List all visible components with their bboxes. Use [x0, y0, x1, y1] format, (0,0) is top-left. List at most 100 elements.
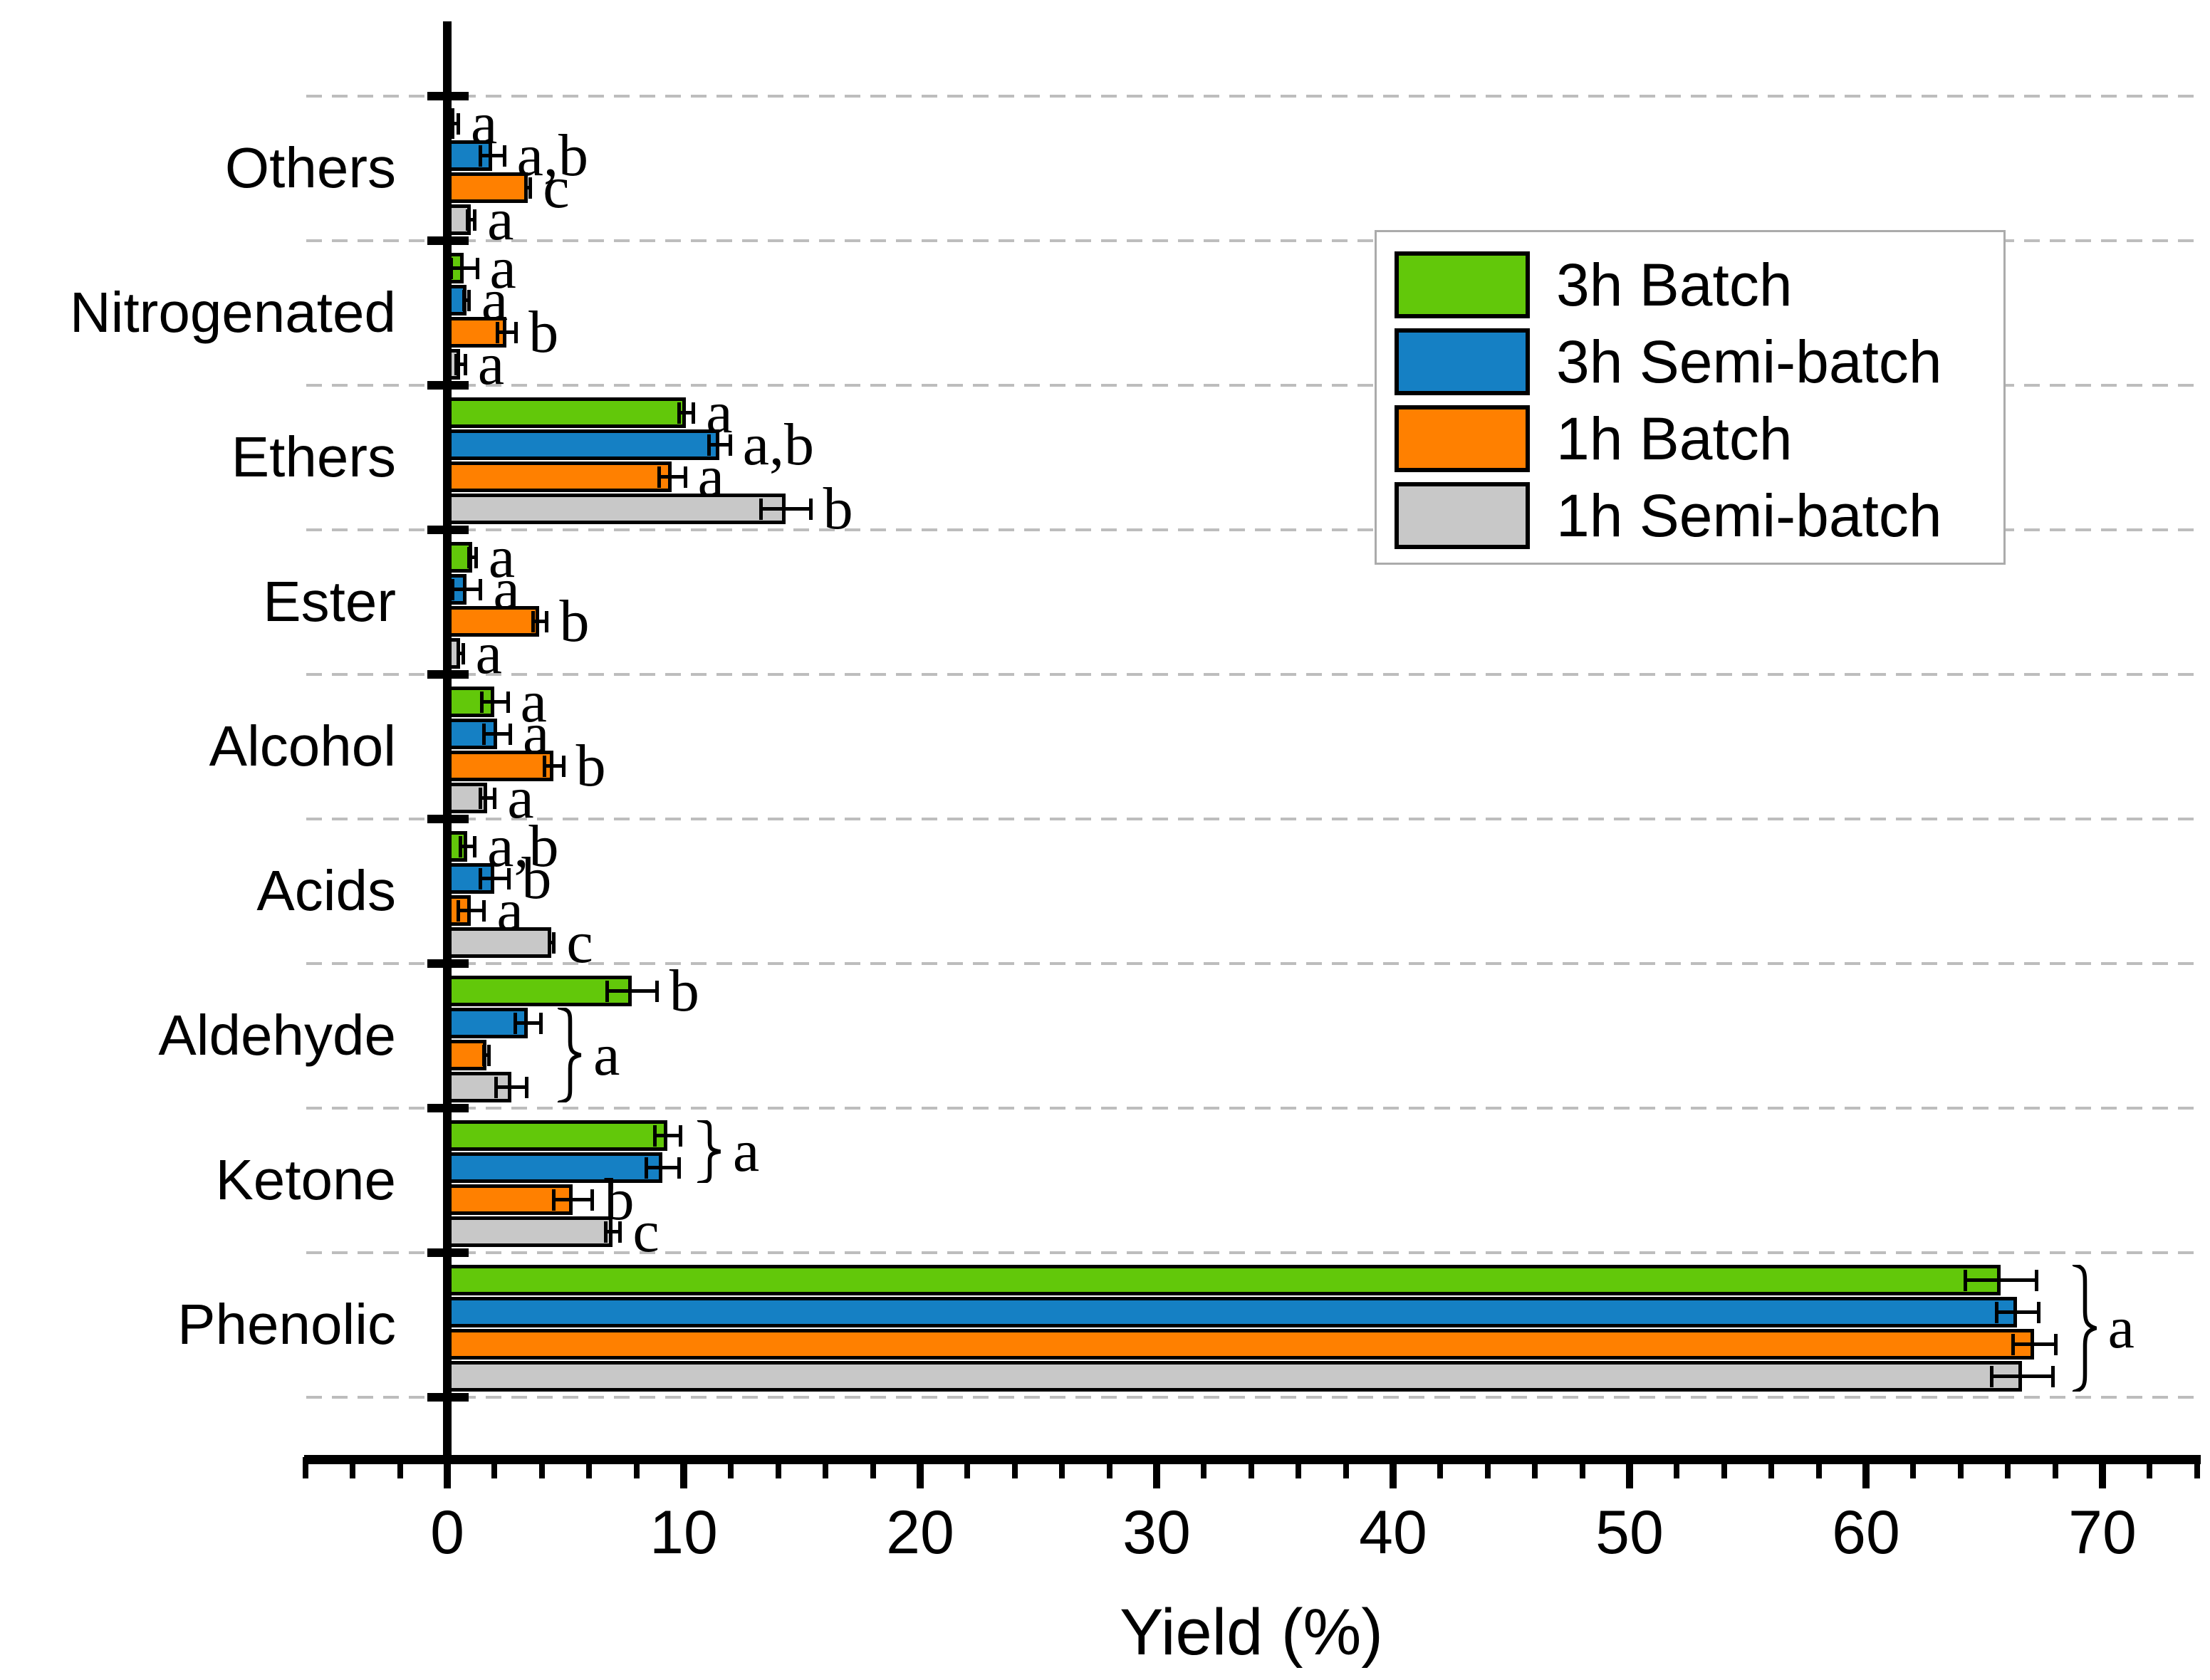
- error-bar-cap-high: [467, 289, 471, 311]
- category-separator-gridline: [306, 528, 2197, 531]
- error-bar-cap-low: [480, 691, 484, 713]
- significance-letter: a,b: [742, 411, 815, 478]
- brace-significance-letter: a: [733, 1118, 760, 1184]
- error-bar-cap-low: [644, 1157, 648, 1179]
- significance-letter: a: [488, 523, 516, 590]
- error-bar-cap-low: [1964, 1269, 1968, 1291]
- x-axis-tick-label: 20: [886, 1498, 954, 1567]
- bar-1h-batch-phenolic: [447, 1329, 2034, 1360]
- x-axis-minor-tick: [2005, 1457, 2011, 1478]
- bar-1h-semi-batch-ethers: [447, 494, 786, 524]
- error-bar-cap-high: [561, 755, 565, 777]
- x-axis-major-tick: [2099, 1457, 2106, 1488]
- x-axis-major-tick: [1862, 1457, 1870, 1488]
- error-bar: [2012, 1342, 2055, 1346]
- error-bar-cap-low: [479, 145, 483, 167]
- error-bar: [1965, 1278, 2037, 1282]
- category-separator-gridline: [306, 239, 2197, 242]
- category-separator-gridline: [306, 384, 2197, 387]
- error-bar-cap-low: [657, 466, 662, 488]
- error-bar-cap-high: [528, 177, 533, 199]
- x-axis-minor-tick: [1579, 1457, 1585, 1478]
- error-bar-cap-high: [507, 867, 511, 889]
- category-separator-gridline: [306, 95, 2197, 98]
- error-bar-cap-high: [2051, 1365, 2055, 1387]
- bar-3h-batch-aldehyde: [447, 976, 632, 1006]
- error-bar-cap-low: [605, 980, 610, 1002]
- significance-letter: a: [481, 266, 509, 333]
- x-axis-minor-tick: [2194, 1457, 2200, 1478]
- significance-letter: a: [520, 668, 547, 735]
- error-bar-cap-low: [482, 723, 486, 745]
- error-bar-cap-low: [1989, 1365, 1993, 1387]
- significance-letter: c: [566, 909, 593, 976]
- significance-letter: a: [470, 90, 498, 157]
- x-axis-tick-label: 40: [1359, 1498, 1427, 1567]
- category-label-ethers: Ethers: [231, 425, 396, 489]
- error-bar: [496, 1085, 527, 1089]
- error-bar-cap-low: [513, 1012, 517, 1034]
- category-label-ester: Ester: [263, 570, 396, 633]
- error-bar: [1991, 1374, 2053, 1378]
- error-bar: [679, 411, 694, 414]
- significance-letter: b: [575, 732, 606, 799]
- error-bar-cap-high: [618, 1221, 622, 1243]
- group-brace: [696, 1120, 721, 1183]
- category-label-acids: Acids: [256, 859, 396, 922]
- significance-letter: a: [475, 620, 502, 687]
- category-label-ketone: Ketone: [215, 1148, 396, 1211]
- error-bar-cap-high: [2035, 1269, 2039, 1291]
- error-bar: [468, 555, 476, 559]
- error-bar: [654, 1134, 681, 1137]
- x-axis-minor-tick: [538, 1457, 545, 1478]
- legend-label: 1h Semi-batch: [1556, 482, 1942, 549]
- legend-label: 3h Semi-batch: [1556, 328, 1942, 395]
- category-label-alcohol: Alcohol: [209, 714, 396, 778]
- error-bar: [525, 186, 531, 189]
- error-bar-cap-high: [692, 402, 696, 424]
- x-axis-minor-tick: [1815, 1457, 1822, 1478]
- error-bar: [548, 941, 554, 944]
- error-bar-cap-high: [506, 691, 510, 713]
- significance-letter: a: [477, 330, 505, 397]
- legend-swatch-1h-semi-batch: [1395, 482, 1530, 549]
- error-bar-cap-high: [473, 835, 477, 857]
- legend-swatch-1h-batch: [1395, 405, 1530, 472]
- error-bar: [605, 1230, 620, 1233]
- error-bar: [532, 620, 547, 623]
- error-bar: [496, 330, 516, 334]
- x-axis-tick-label: 30: [1122, 1498, 1191, 1567]
- error-bar: [467, 218, 475, 221]
- bar-3h-semi-batch-ethers: [447, 429, 719, 460]
- category-label-nitrogenated: Nitrogenated: [69, 281, 396, 344]
- x-axis-tick-label: 0: [430, 1498, 464, 1567]
- curly-brace-icon: [696, 1120, 721, 1183]
- x-axis-minor-tick: [1768, 1457, 1775, 1478]
- category-label-phenolic: Phenolic: [177, 1293, 396, 1356]
- error-bar-cap-low: [677, 402, 682, 424]
- category-separator-gridline: [306, 962, 2197, 965]
- error-bar: [1996, 1310, 2039, 1314]
- error-bar: [484, 1053, 489, 1057]
- x-axis-minor-tick: [1059, 1457, 1065, 1478]
- bar-1h-batch-others: [447, 172, 528, 203]
- error-bar-cap-high: [474, 546, 478, 568]
- significance-letter: c: [543, 154, 570, 221]
- error-bar-cap-low: [2011, 1333, 2015, 1355]
- error-bar-cap-low: [459, 835, 463, 857]
- significance-letter: a: [493, 555, 520, 622]
- x-axis-major-tick: [1626, 1457, 1633, 1488]
- error-bar-cap-low: [547, 932, 551, 954]
- bar-3h-batch-ethers: [447, 397, 687, 428]
- x-axis-minor-tick: [1248, 1457, 1254, 1478]
- error-bar-cap-low: [467, 546, 471, 568]
- category-separator-gridline: [306, 673, 2197, 676]
- category-label-aldehyde: Aldehyde: [158, 1003, 396, 1067]
- error-bar: [645, 1166, 679, 1169]
- error-bar-cap-high: [525, 1076, 529, 1098]
- x-axis-minor-tick: [728, 1457, 734, 1478]
- x-axis-major-tick: [444, 1457, 451, 1488]
- error-bar-cap-low: [462, 289, 467, 311]
- significance-letter: a: [487, 186, 514, 253]
